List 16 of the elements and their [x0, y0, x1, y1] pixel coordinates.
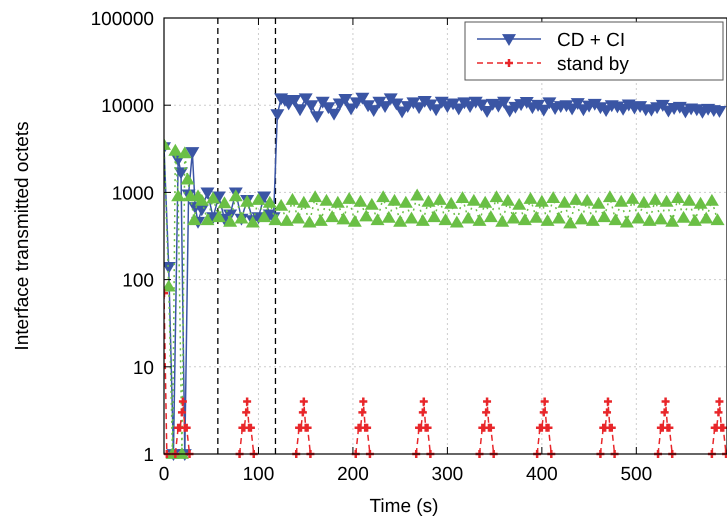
y-tick-label: 10: [132, 358, 154, 379]
y-tick-label: 10000: [101, 96, 154, 118]
x-tick-label: 0: [158, 464, 170, 485]
x-tick-label: 300: [432, 464, 464, 485]
y-tick-label: 1: [143, 445, 154, 466]
legend-label: stand by: [557, 54, 630, 75]
x-tick-label: 400: [526, 464, 558, 485]
y-tick-label: 100000: [90, 9, 154, 30]
legend-label: CD + CI: [557, 30, 626, 51]
y-tick-label: 1000: [112, 183, 154, 204]
x-tick-label: 100: [242, 464, 274, 485]
y-axis-title: Interface transmitted octets: [12, 121, 33, 351]
x-tick-label: 500: [620, 464, 652, 485]
x-axis-title: Time (s): [370, 496, 438, 517]
x-tick-label: 200: [337, 464, 369, 485]
y-tick-label: 100: [122, 270, 154, 292]
